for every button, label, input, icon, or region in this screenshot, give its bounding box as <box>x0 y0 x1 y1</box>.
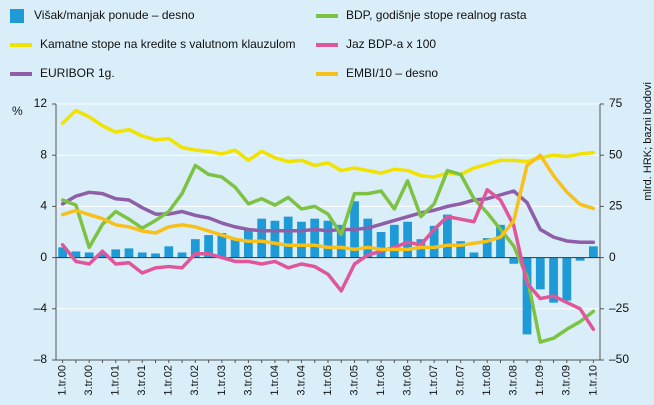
x-tick-label: 3.tr.08 <box>508 365 520 396</box>
x-tick-label: 1.tr.01 <box>110 365 122 396</box>
x-tick-label: 1.tr.03 <box>216 365 228 396</box>
x-tick-label: 3.tr.03 <box>242 365 254 396</box>
x-tick-label: 1.tr.09 <box>534 365 546 396</box>
line <box>60 189 596 244</box>
y2-axis-label: mlrd. HRK; bazni bodovi <box>642 82 654 201</box>
x-tick-label: 3.tr.01 <box>136 365 148 396</box>
x-tick-label: 1.tr.04 <box>269 365 281 396</box>
x-tick-label: 3.tr.02 <box>189 365 201 396</box>
y2-tick-label: 50 <box>609 147 623 161</box>
legend-label: EMBI/10 – desno <box>346 66 438 80</box>
bar <box>164 246 174 258</box>
bar <box>389 224 399 258</box>
bar <box>190 239 200 258</box>
bar <box>363 218 373 258</box>
y-tick-label: 0 <box>40 250 47 264</box>
x-tick-label: 3.tr.00 <box>83 365 95 396</box>
line <box>60 153 596 252</box>
legend-label: BDP, godišnje stope realnog rasta <box>346 8 527 22</box>
y-tick-label: 8 <box>40 147 47 161</box>
y2-tick-label: –50 <box>609 352 629 366</box>
bar <box>323 220 333 258</box>
bar <box>469 252 479 258</box>
bar <box>58 247 68 258</box>
bar <box>336 224 346 258</box>
bar <box>84 252 94 258</box>
x-tick-label: 3.tr.09 <box>561 365 573 396</box>
bar <box>98 253 107 258</box>
bar <box>522 257 532 335</box>
x-tick-label: 3.tr.06 <box>402 365 414 396</box>
bar <box>124 248 134 258</box>
legend-label: Višak/manjak ponude – desno <box>34 8 195 22</box>
y-axis-label: % <box>12 104 23 118</box>
x-tick-label: 1.tr.06 <box>375 365 387 396</box>
y2-tick-label: 75 <box>609 96 623 110</box>
legend-label: Jaz BDP-a x 100 <box>346 37 436 51</box>
line <box>60 188 596 332</box>
y2-tick-label: 0 <box>609 250 616 264</box>
bar <box>244 228 253 258</box>
bar <box>204 235 213 258</box>
legend-label: EURIBOR 1g. <box>40 66 115 80</box>
bar <box>310 218 320 258</box>
bar <box>588 246 598 258</box>
bar <box>509 257 519 264</box>
line <box>60 163 596 344</box>
bar <box>270 220 280 258</box>
x-tick-label: 1.tr.10 <box>587 365 599 396</box>
bar <box>283 216 293 258</box>
y-tick-label: –4 <box>34 301 48 315</box>
x-tick-label: 3.tr.05 <box>348 365 360 396</box>
bar <box>111 249 121 258</box>
bar <box>151 253 160 258</box>
bar <box>575 257 585 261</box>
bar <box>376 232 386 258</box>
bar <box>496 224 505 258</box>
x-tick-label: 1.tr.02 <box>163 365 175 396</box>
x-tick-label: 1.tr.08 <box>481 365 493 396</box>
x-tick-label: 3.tr.04 <box>295 365 307 396</box>
bar <box>443 214 452 258</box>
x-tick-label: 1.tr.00 <box>57 365 69 396</box>
legend-label: Kamatne stope na kredite s valutnom klau… <box>40 37 295 51</box>
line <box>60 108 596 179</box>
bar <box>177 252 187 258</box>
x-tick-label: 3.tr.07 <box>455 365 467 396</box>
bar <box>535 257 545 290</box>
y2-tick-label: 25 <box>609 199 623 213</box>
bar <box>297 221 306 258</box>
bar <box>137 252 147 258</box>
bar <box>403 221 412 258</box>
bar <box>429 225 439 258</box>
legend-swatch <box>10 9 24 23</box>
y-tick-label: –8 <box>34 352 48 366</box>
bar <box>230 239 240 258</box>
bar <box>257 218 267 258</box>
y-tick-label: 4 <box>40 199 47 213</box>
bar <box>217 233 227 258</box>
y-tick-label: 12 <box>34 96 48 110</box>
bar <box>456 241 466 258</box>
x-tick-label: 1.tr.07 <box>428 365 440 396</box>
bar <box>71 251 81 258</box>
bar <box>549 257 558 303</box>
x-tick-label: 1.tr.05 <box>322 365 334 396</box>
bar <box>562 257 572 301</box>
y2-tick-label: –25 <box>609 301 629 315</box>
bar <box>482 238 492 258</box>
